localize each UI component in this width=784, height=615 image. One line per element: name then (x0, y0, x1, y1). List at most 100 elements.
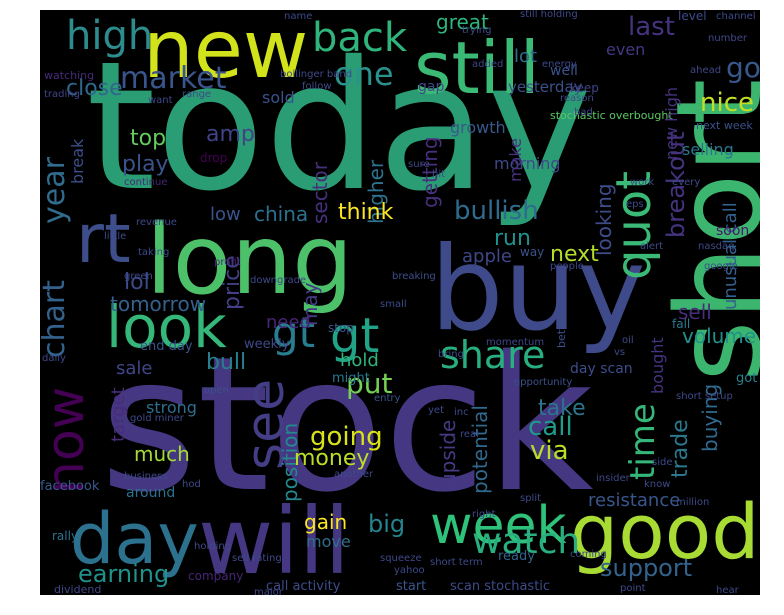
word-energy: energy (542, 59, 577, 70)
word-play: play (122, 152, 169, 177)
word-trying: trying (462, 25, 492, 36)
word-facebook: facebook (40, 479, 100, 494)
word-morning: morning (494, 154, 561, 173)
word-need: need (266, 312, 311, 333)
word-million: million (676, 497, 710, 508)
word-think: think (338, 200, 394, 225)
word-selling: selling (682, 140, 734, 159)
word-weekly: weekly (244, 337, 290, 352)
word-business: business (124, 471, 168, 482)
word-daily: daily (42, 353, 66, 364)
word-apple: apple (462, 246, 512, 267)
word-last: last (628, 12, 675, 42)
word-insider: insider (596, 473, 630, 484)
word-trade: trade (668, 419, 693, 478)
word-sure: sure (408, 159, 430, 170)
word-time: time (623, 403, 663, 480)
word-still-holding: still holding (520, 10, 578, 20)
word-close: close (66, 76, 123, 101)
word-growth: growth (450, 118, 506, 137)
word-google: google (704, 261, 738, 272)
word-number: number (708, 33, 748, 44)
word-going: going (310, 422, 383, 452)
word-squeeze: squeeze (380, 553, 422, 564)
word-now: now (40, 386, 96, 494)
word-via: via (530, 436, 569, 466)
word-week: week (430, 496, 567, 556)
word-bring: bring (438, 349, 464, 360)
word-yahoo: yahoo (394, 565, 425, 576)
word-gap: gap (418, 79, 445, 95)
word-oil: oil (622, 335, 634, 346)
word-around: around (126, 485, 176, 501)
word-scan-stochastic: scan stochastic (450, 579, 551, 594)
word-gt2: gt (272, 308, 316, 357)
word-hear: hear (716, 585, 739, 596)
word-fall: fall (672, 317, 691, 331)
word-share: share (440, 333, 546, 377)
word-range: range (182, 89, 212, 100)
word-gold-miner: gold miner (130, 413, 184, 424)
word-dividend: dividend (54, 583, 102, 595)
word-unusual-call: unusual call (720, 202, 741, 310)
word-year: year (40, 157, 72, 224)
word-ahead: ahead (690, 65, 722, 76)
word-call-activity: call activity (266, 579, 341, 594)
word-added: added (472, 59, 504, 70)
word-run: run (494, 226, 531, 251)
word-sale: sale (116, 358, 153, 379)
word-side: side (652, 457, 673, 468)
word-short-term: short term (430, 557, 483, 568)
word-money: money (294, 446, 370, 471)
word-move: move (306, 532, 351, 551)
word-next: next (550, 242, 599, 267)
word-stop: stop (328, 321, 354, 335)
word-go: go (726, 51, 760, 84)
word-bought: bought (648, 337, 667, 394)
word-vs: vs (614, 347, 626, 358)
word-breaking: breaking (392, 271, 436, 282)
word-will: will (198, 488, 350, 595)
word-level: level (678, 10, 707, 23)
word-start: start (396, 579, 427, 594)
word-potential: potential (468, 405, 492, 494)
word-amp: amp (206, 122, 255, 147)
word-hod: hod (182, 479, 201, 490)
word-hold: hold (340, 350, 379, 371)
word-watch: watch (472, 521, 581, 562)
word-upside: upside (436, 419, 460, 486)
word-gain: gain (304, 510, 348, 534)
word-support: support (600, 554, 693, 582)
word-stock: stock (100, 316, 594, 533)
word-china: china (254, 202, 309, 226)
word-company: company (188, 569, 244, 583)
word-split: split (520, 493, 542, 504)
word-big: big (368, 510, 406, 538)
word-good: good (570, 487, 760, 576)
word-name: name (284, 11, 313, 22)
word-work: work (630, 177, 655, 188)
word-stochastic-overbought: stochastic overbought (550, 109, 673, 122)
word-holding: holding (194, 541, 232, 552)
word-want: want (148, 95, 173, 106)
word-rally: rally (52, 529, 79, 543)
word-soon: soon (716, 223, 750, 239)
word-hit: hit (432, 169, 446, 180)
word-low: low (210, 204, 241, 225)
word-nice: nice (700, 88, 754, 118)
word-day: day (70, 498, 199, 580)
word-sold: sold (262, 88, 295, 107)
word-rt: rt (76, 200, 131, 279)
word-bad: bad (574, 107, 593, 118)
word-put: put (346, 367, 393, 400)
word-taking: taking (138, 247, 170, 258)
word-know: know (644, 479, 671, 490)
word-alert: alert (640, 241, 664, 252)
word-point: point (620, 583, 646, 594)
word-tomorrow: tomorrow (110, 292, 207, 316)
word-high: high (66, 13, 154, 59)
word-chart: chart (40, 280, 72, 358)
word-earning: earning (78, 560, 170, 588)
word-new: new (143, 10, 309, 96)
word-people: people (550, 261, 584, 272)
